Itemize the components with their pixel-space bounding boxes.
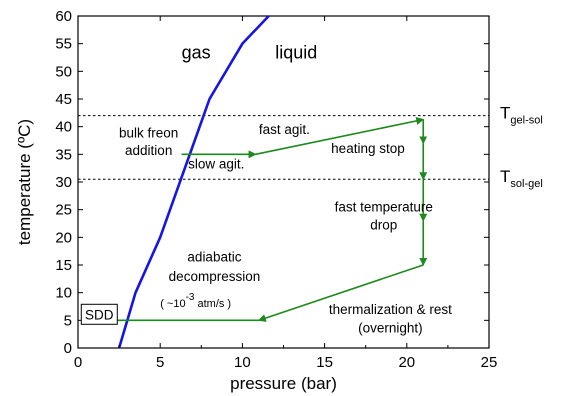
series-layer xyxy=(96,15,428,349)
annotation-fast-agit: fast agit. xyxy=(259,122,310,137)
label-t-gel-sol: Tgel-sol xyxy=(500,104,543,127)
plot-frame xyxy=(77,15,490,349)
x-tick-label: 0 xyxy=(74,354,82,371)
y-tick-label: 0 xyxy=(64,340,72,357)
y-tick-label: 60 xyxy=(55,8,72,25)
y-tick-label: 40 xyxy=(55,119,72,136)
process-arrow-1 xyxy=(255,116,425,156)
series-line-blue xyxy=(117,15,270,349)
y-tick-label: 25 xyxy=(55,202,72,219)
y-tick-label: 5 xyxy=(64,312,72,329)
process-arrow-6 xyxy=(257,264,424,322)
region-label-gas: gas xyxy=(182,43,211,63)
x-tick-label: 5 xyxy=(156,354,164,371)
x-tick-label: 15 xyxy=(316,354,333,371)
annotation-adiabatic: adiabatic xyxy=(187,250,241,265)
y-tick-label: 55 xyxy=(55,36,72,53)
y-axis-title: temperature (ºC) xyxy=(15,119,34,245)
sdd-label: SDD xyxy=(85,307,114,322)
x-tick-label: 10 xyxy=(234,354,251,371)
annotation-thermalization: thermalization & rest xyxy=(329,302,452,317)
annotation-bulk-freon: bulk freon xyxy=(119,126,178,141)
annotation-rate: ( ~10-3atm/s ) xyxy=(160,292,231,310)
y-tick-label: 35 xyxy=(55,146,72,163)
y-tick-label: 50 xyxy=(55,63,72,80)
label-t-sol-gel: Tsol-gel xyxy=(500,167,543,190)
annotation-slow-agit: slow agit. xyxy=(188,157,244,172)
x-axis-title: pressure (bar) xyxy=(230,374,337,393)
axis-ticks: 0 5 10 15 20 25 0 5 10 15 20 25 30 35 40 45 50 55 60 xyxy=(55,8,497,371)
y-tick-label: 10 xyxy=(55,285,72,302)
annotation-decompression: decompression xyxy=(169,269,261,284)
annotation-overnight: (overnight) xyxy=(358,321,423,336)
annotation-addition: addition xyxy=(125,143,172,158)
x-tick-label: 25 xyxy=(481,354,498,371)
sdd-box xyxy=(80,303,118,325)
annotation-drop: drop xyxy=(370,218,397,233)
plot-area xyxy=(77,15,490,349)
y-tick-label: 30 xyxy=(55,174,72,191)
y-tick-label: 15 xyxy=(55,257,72,274)
region-label-liquid: liquid xyxy=(275,43,317,63)
annotation-heating-stop: heating stop xyxy=(331,141,405,156)
y-tick-label: 20 xyxy=(55,229,72,246)
annotation-fast-temperature: fast temperature xyxy=(335,199,433,214)
x-tick-label: 20 xyxy=(398,354,415,371)
y-tick-label: 45 xyxy=(55,91,72,108)
